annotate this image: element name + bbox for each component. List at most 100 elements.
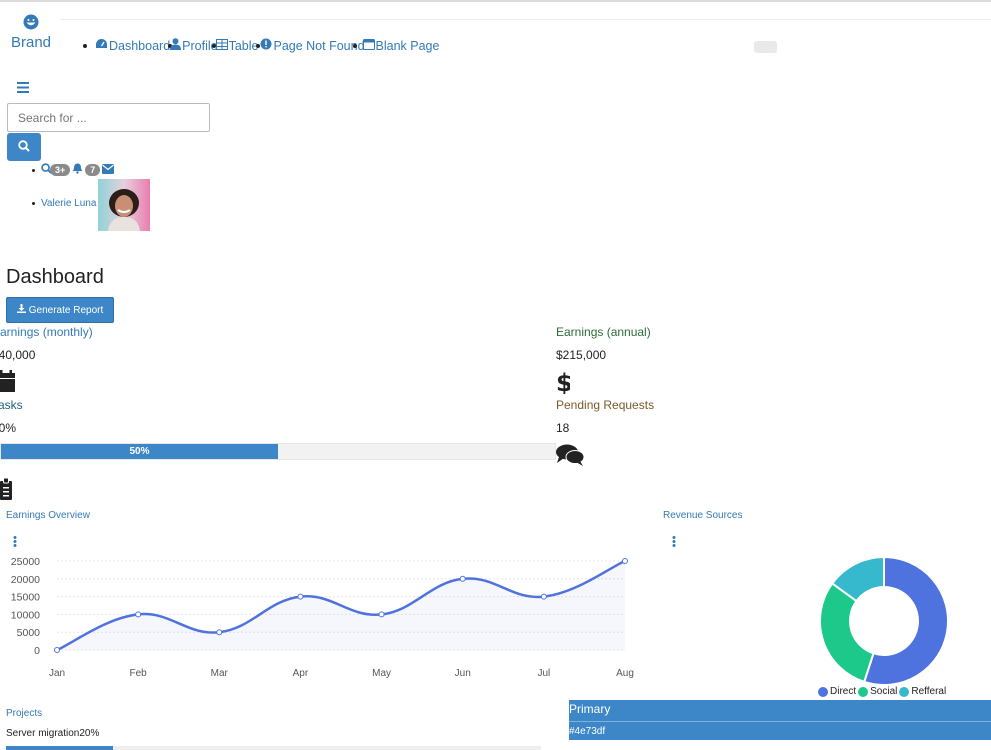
pending-requests-value: 18	[556, 421, 570, 435]
project-progress-fill	[6, 746, 113, 750]
pending-requests-title: Pending Requests	[556, 398, 655, 412]
list-bullet	[32, 202, 35, 205]
donut-slice-refferal[interactable]	[830, 555, 885, 603]
list-bullet	[32, 168, 35, 172]
dollar-icon: $	[556, 369, 573, 400]
messages-badge: 7	[85, 164, 101, 176]
alerts-badge: 3+	[50, 164, 71, 176]
nav-item-profile: Profile	[168, 38, 218, 53]
nav-label: Blank Page	[375, 38, 440, 53]
main-nav: Dashboard Profile Table Page Not Found	[83, 38, 439, 53]
y-tick-label: 20000	[11, 574, 40, 586]
top-border	[0, 0, 991, 2]
table-icon	[215, 38, 228, 53]
revenue-sources-title: Revenue Sources	[663, 510, 743, 521]
brand-link[interactable]: Brand	[6, 14, 56, 52]
revenue-sources-menu[interactable]	[672, 536, 676, 550]
avatar[interactable]	[98, 179, 150, 231]
exclamation-circle-icon	[260, 38, 272, 53]
donut-slice-social[interactable]	[819, 581, 875, 684]
window-icon	[362, 38, 375, 53]
user-menu[interactable]: Valerie Luna	[32, 198, 96, 209]
earnings-line	[56, 559, 626, 652]
bell-icon[interactable]	[72, 163, 83, 177]
x-tick-label: Feb	[130, 668, 148, 679]
data-point	[297, 593, 304, 600]
y-tick-label: 0	[34, 645, 40, 657]
data-point	[135, 611, 142, 618]
nav-link-dashboard[interactable]: Dashboard	[95, 38, 170, 53]
navbar-border	[60, 19, 991, 20]
legend-label: Refferal	[911, 686, 947, 697]
earnings-monthly-title: Earnings (monthly)	[0, 325, 93, 339]
projects-title: Projects	[6, 708, 43, 719]
y-tick-label: 25000	[11, 556, 40, 568]
tachometer-icon	[95, 38, 108, 53]
list-bullet	[256, 43, 261, 48]
ellipsis-vertical-icon	[13, 536, 17, 550]
nav-link-blank-page[interactable]: Blank Page	[362, 38, 440, 53]
x-tick-label: Jun	[455, 668, 471, 679]
revenue-donut-chart	[819, 555, 949, 686]
legend-swatch	[899, 686, 910, 697]
list-bullet	[83, 43, 87, 48]
user-name[interactable]: Valerie Luna	[41, 198, 97, 209]
data-point	[54, 647, 60, 653]
list-bullet	[168, 43, 173, 48]
donut-slice-direct[interactable]	[862, 555, 949, 686]
nav-label: Profile	[182, 38, 218, 53]
nav-label: Dashboard	[109, 38, 171, 53]
page-title: Dashboard	[6, 266, 104, 288]
comments-icon	[556, 444, 585, 472]
legend-swatch	[818, 686, 828, 697]
search-input[interactable]	[7, 103, 210, 132]
x-tick-label: May	[372, 668, 391, 679]
legend-label: Direct	[830, 686, 857, 697]
earnings-area-chart: 0 5000 10000 15000 20000 25000 Jan Feb Mar Apr May…	[11, 556, 634, 679]
primary-card-color-code: #4e73df	[569, 726, 606, 737]
laugh-icon	[6, 14, 56, 34]
donut-legend: Direct Social Refferal	[818, 686, 948, 697]
earnings-overview-title: Earnings Overview	[6, 510, 90, 521]
legend-item-referral: Refferal	[899, 686, 946, 697]
legend-swatch	[858, 686, 869, 697]
x-tick-label: Apr	[293, 668, 309, 679]
data-point	[216, 629, 223, 636]
y-tick-label: 15000	[11, 592, 40, 604]
tasks-title: Tasks	[0, 398, 23, 412]
tasks-progress: 50%	[0, 443, 556, 460]
legend-item-direct: Direct	[818, 686, 856, 697]
earnings-overview-menu[interactable]	[13, 536, 17, 550]
calendar-icon	[0, 370, 15, 398]
navbar-toggler[interactable]	[754, 41, 777, 53]
nav-label: Table	[228, 38, 259, 53]
nav-label: Page Not Found	[273, 38, 365, 53]
hamburger-icon[interactable]	[17, 80, 29, 97]
primary-card-title: Primary	[569, 702, 611, 716]
brand-label: Brand	[10, 34, 52, 51]
download-icon	[16, 304, 26, 316]
nav-link-page-not-found[interactable]: Page Not Found	[260, 38, 365, 53]
nav-link-table[interactable]: Table	[215, 38, 259, 53]
search-button[interactable]	[7, 133, 41, 161]
project-percent: 20%	[79, 728, 100, 739]
nav-item-dashboard: Dashboard	[83, 38, 170, 53]
list-bullet	[352, 43, 357, 48]
earnings-annual-value: $215,000	[556, 348, 607, 362]
clipboard-list-icon	[0, 477, 12, 506]
nav-item-blank-page: Blank Page	[352, 38, 440, 53]
generate-report-label: Generate Report	[28, 304, 104, 316]
topbar-icons: 3+ 7	[32, 163, 115, 177]
generate-report-button[interactable]: Generate Report	[6, 297, 114, 323]
x-tick-label: Aug	[616, 668, 634, 679]
ellipsis-vertical-icon	[672, 536, 676, 550]
legend-item-social: Social	[858, 686, 897, 697]
nav-link-profile[interactable]: Profile	[170, 38, 218, 53]
project-name: Server migration	[6, 728, 80, 739]
x-tick-label: Jan	[49, 668, 65, 679]
data-point	[622, 558, 628, 564]
tasks-progress-fill: 50%	[1, 444, 278, 459]
data-point	[540, 593, 547, 600]
envelope-icon[interactable]	[102, 163, 115, 177]
y-tick-label: 10000	[11, 609, 40, 621]
